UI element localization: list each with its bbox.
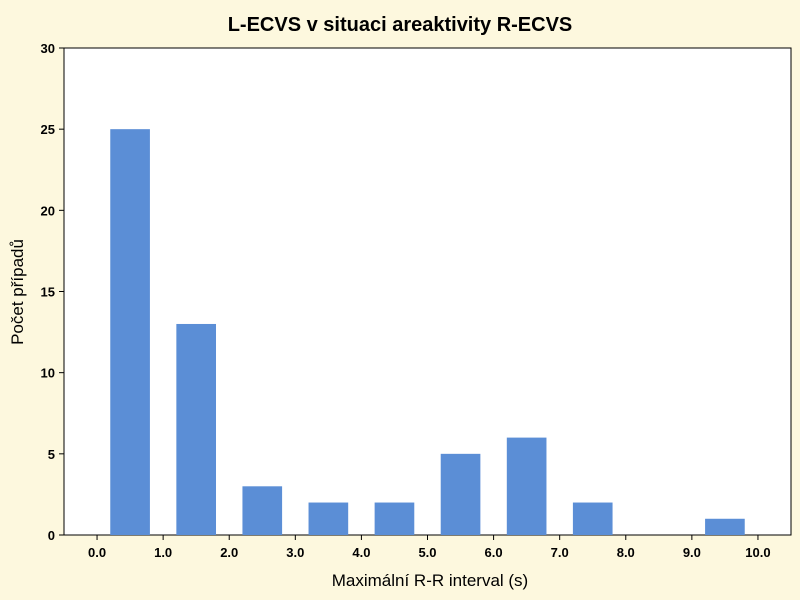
y-tick-label-1: 5 [48, 447, 55, 462]
y-axis-ticks: 0 5 10 15 20 25 30 [41, 41, 64, 543]
bar-4 [374, 502, 415, 535]
bar-0 [110, 129, 150, 535]
y-tick-label-0: 0 [48, 528, 55, 543]
bar-5 [440, 453, 481, 535]
bar-6 [506, 437, 547, 535]
x-tick-label-8: 8.0 [617, 545, 635, 560]
y-tick-label-5: 25 [41, 122, 55, 137]
x-tick-label-1: 1.0 [154, 545, 172, 560]
x-tick-label-0: 0.0 [88, 545, 106, 560]
bar-2 [242, 486, 283, 535]
x-tick-label-4: 4.0 [352, 545, 370, 560]
bar-1 [176, 323, 217, 535]
y-axis-label: Počet případů [8, 239, 27, 345]
bar-3 [308, 502, 349, 535]
x-axis-label: Maximální R-R interval (s) [332, 571, 528, 590]
y-tick-label-3: 15 [41, 285, 55, 300]
x-axis-ticks: 0.0 1.0 2.0 3.0 4.0 5.0 6.0 7.0 8.0 9.0 10.0 [88, 535, 771, 560]
x-tick-label-10: 10.0 [745, 545, 770, 560]
x-tick-label-3: 3.0 [286, 545, 304, 560]
y-tick-label-6: 30 [41, 41, 55, 56]
bar-7 [572, 502, 613, 535]
bar-9 [705, 518, 745, 535]
x-tick-label-9: 9.0 [683, 545, 701, 560]
x-tick-label-6: 6.0 [485, 545, 503, 560]
plot-area [63, 47, 792, 536]
bars [110, 129, 745, 535]
x-tick-label-7: 7.0 [551, 545, 569, 560]
x-tick-label-5: 5.0 [418, 545, 436, 560]
y-tick-label-4: 20 [41, 203, 55, 218]
x-tick-label-2: 2.0 [220, 545, 238, 560]
chart-title: L-ECVS v situaci areaktivity R-ECVS [228, 14, 573, 36]
y-tick-label-2: 10 [41, 366, 55, 381]
